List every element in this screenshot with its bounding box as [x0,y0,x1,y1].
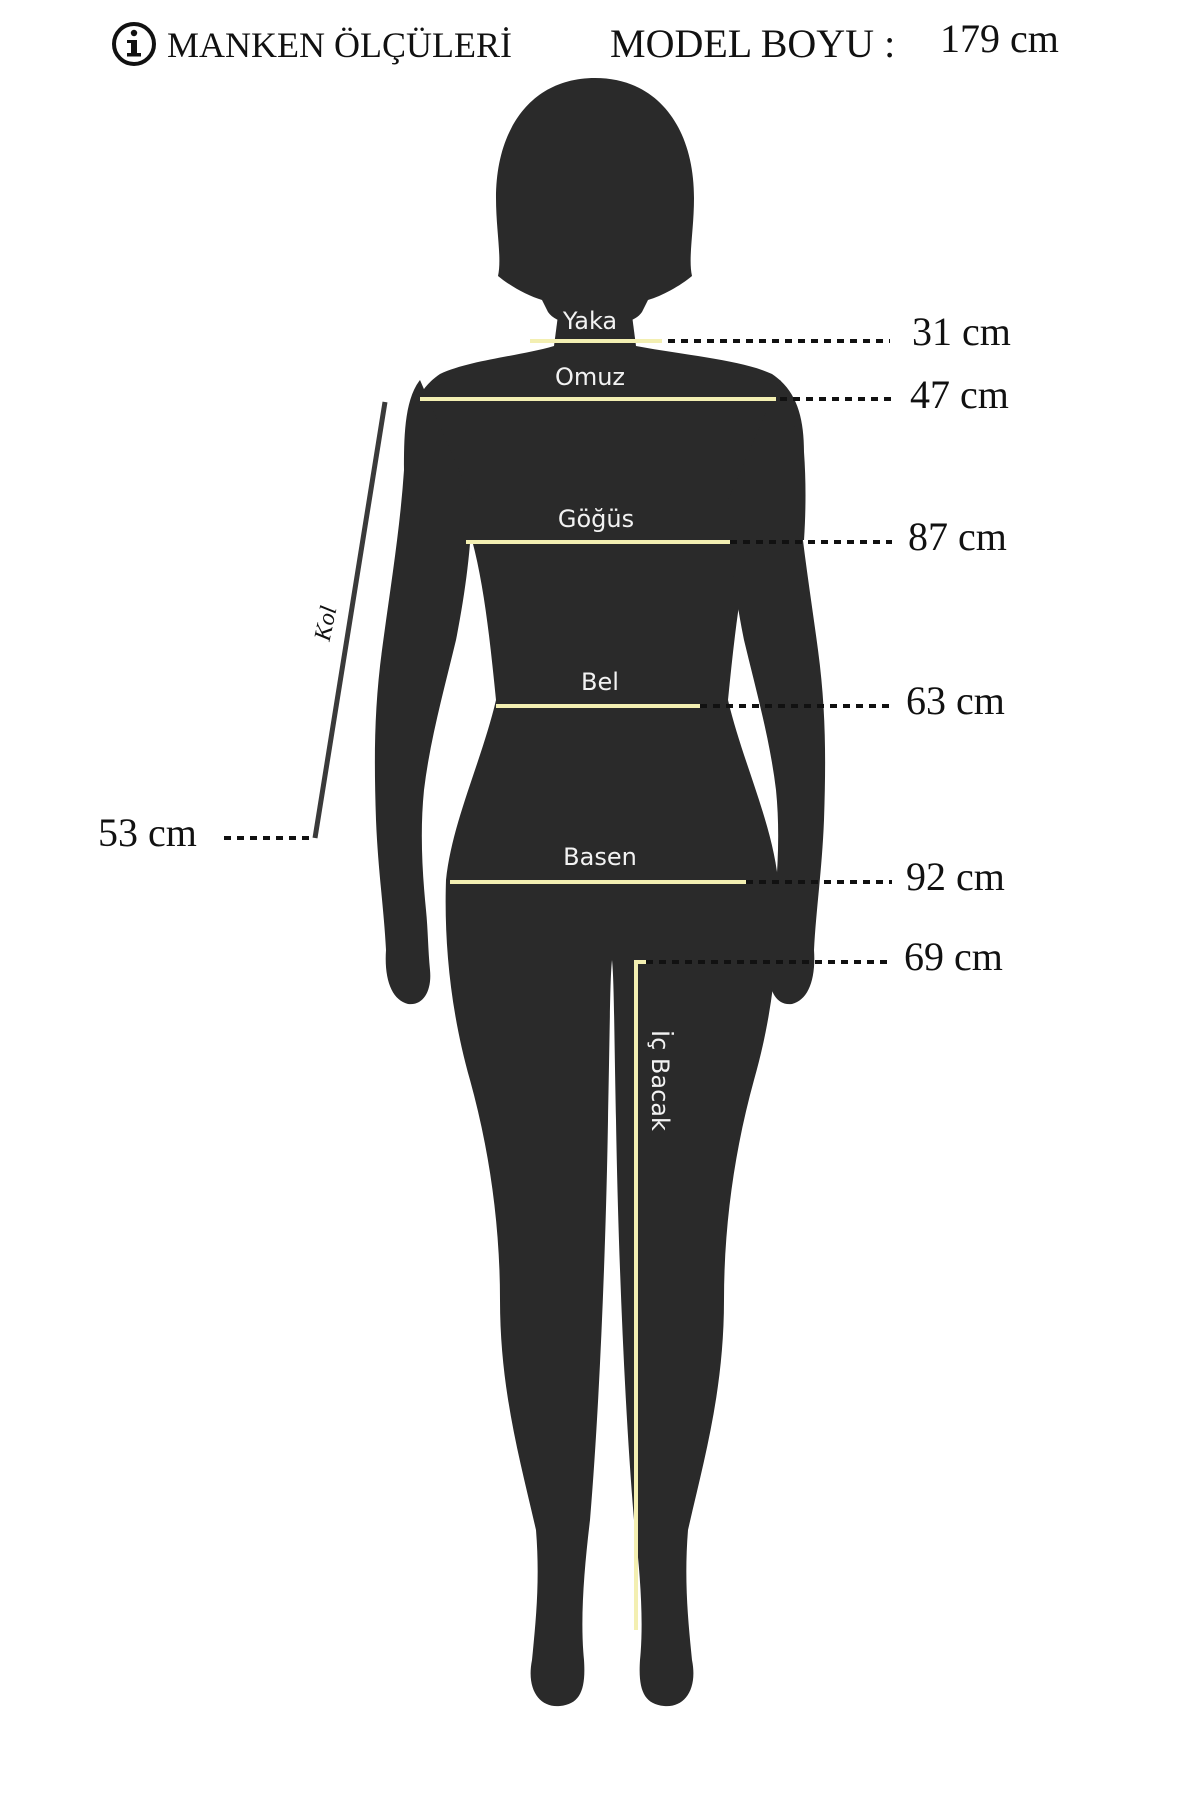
page-title: MANKEN ÖLÇÜLERİ [167,25,512,65]
head-shape [496,78,694,324]
body-silhouette [374,78,826,1707]
right-arm-shape [728,380,826,1005]
torso-shape [406,346,806,1707]
bel-label: Bel [581,668,619,696]
basen-label: Basen [563,843,637,871]
kol-value: 53 cm [98,810,197,855]
header: MANKEN ÖLÇÜLERİ MODEL BOYU : 179 cm [112,16,1059,66]
ic-bacak-value: 69 cm [904,934,1003,979]
omuz-label: Omuz [555,363,625,391]
model-height-label: MODEL BOYU : [610,21,895,66]
kol-label: Kol [310,604,343,645]
measurement-lines [420,339,776,1630]
gogus-value: 87 cm [908,514,1007,559]
ic-bacak-label: İç Bacak [646,1030,675,1131]
ic-bacak-line [634,960,646,1630]
body-labels: Yaka Omuz Göğüs Bel Basen İç Bacak Kol [310,307,675,1131]
leader-lines [224,339,892,964]
info-circle-icon [112,22,156,66]
basen-value: 92 cm [906,854,1005,899]
measurement-values: 31 cm 47 cm 87 cm 63 cm 92 cm 69 cm 53 c… [98,309,1011,979]
bel-value: 63 cm [906,678,1005,723]
left-arm-shape [374,380,472,1005]
kol-line [312,401,388,839]
gogus-label: Göğüs [558,505,634,533]
yaka-label: Yaka [562,307,617,335]
omuz-value: 47 cm [910,372,1009,417]
neck-shape [554,300,636,346]
model-height-value: 179 cm [940,16,1059,61]
yaka-value: 31 cm [912,309,1011,354]
